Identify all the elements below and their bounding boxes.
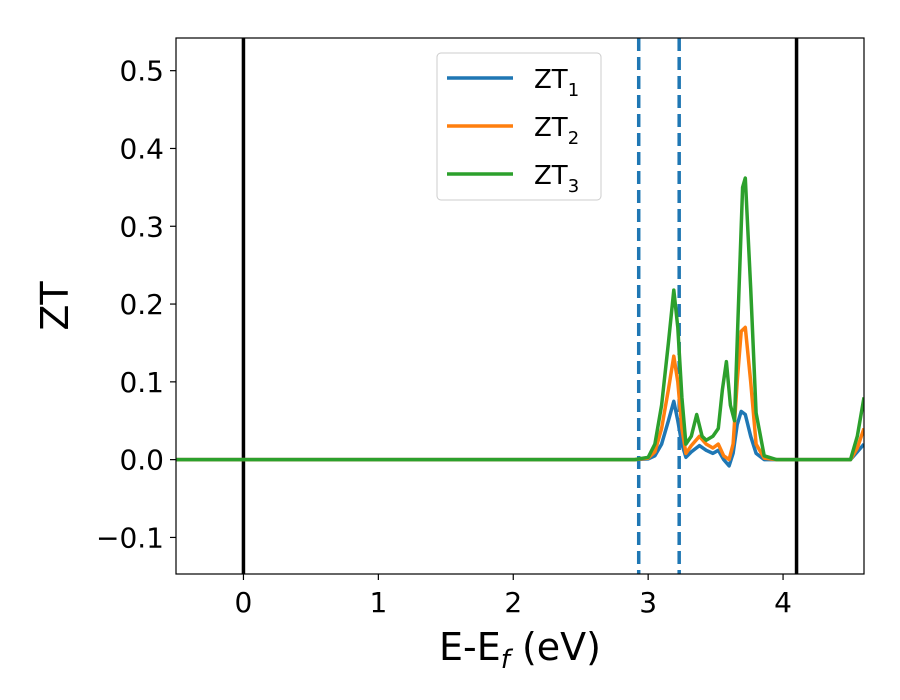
series-line-2 — [176, 325, 864, 462]
legend-label-2: ZT2 — [534, 113, 579, 149]
y-tick-label: 0.4 — [119, 132, 164, 165]
y-tick-label: 0.1 — [119, 366, 164, 399]
x-tick-label: 2 — [504, 586, 522, 619]
y-axis-label: ZT — [33, 281, 77, 331]
plot-frame — [175, 37, 865, 575]
x-axis-label-main: E-E — [439, 625, 501, 669]
legend-label-3: ZT3 — [534, 161, 579, 197]
x-tick-label: 0 — [235, 586, 253, 619]
y-tick-label: 0.3 — [119, 210, 164, 243]
x-axis-ticks: 0 1 2 3 4 — [235, 574, 792, 619]
series-lines — [176, 176, 864, 468]
legend-box — [436, 52, 602, 201]
x-axis-label: E-Ef (eV) — [439, 625, 601, 675]
y-tick-label: 0.0 — [119, 444, 164, 477]
y-tick-label: 0.5 — [119, 55, 164, 88]
x-tick-label: 3 — [639, 586, 657, 619]
x-tick-label: 4 — [774, 586, 792, 619]
y-tick-label: 0.2 — [119, 288, 164, 321]
y-axis-ticks: −0.1 0.0 0.1 0.2 0.3 0.4 0.5 — [96, 55, 176, 554]
vertical-lines — [241, 38, 799, 574]
legend: ZT1 ZT2 ZT3 — [436, 52, 602, 201]
y-tick-label: −0.1 — [96, 521, 164, 554]
series-line-1 — [176, 399, 864, 468]
x-axis-label-rest: (eV) — [510, 625, 601, 669]
legend-label-1: ZT1 — [534, 65, 579, 101]
x-tick-label: 1 — [369, 586, 387, 619]
series-line-3 — [176, 176, 864, 462]
